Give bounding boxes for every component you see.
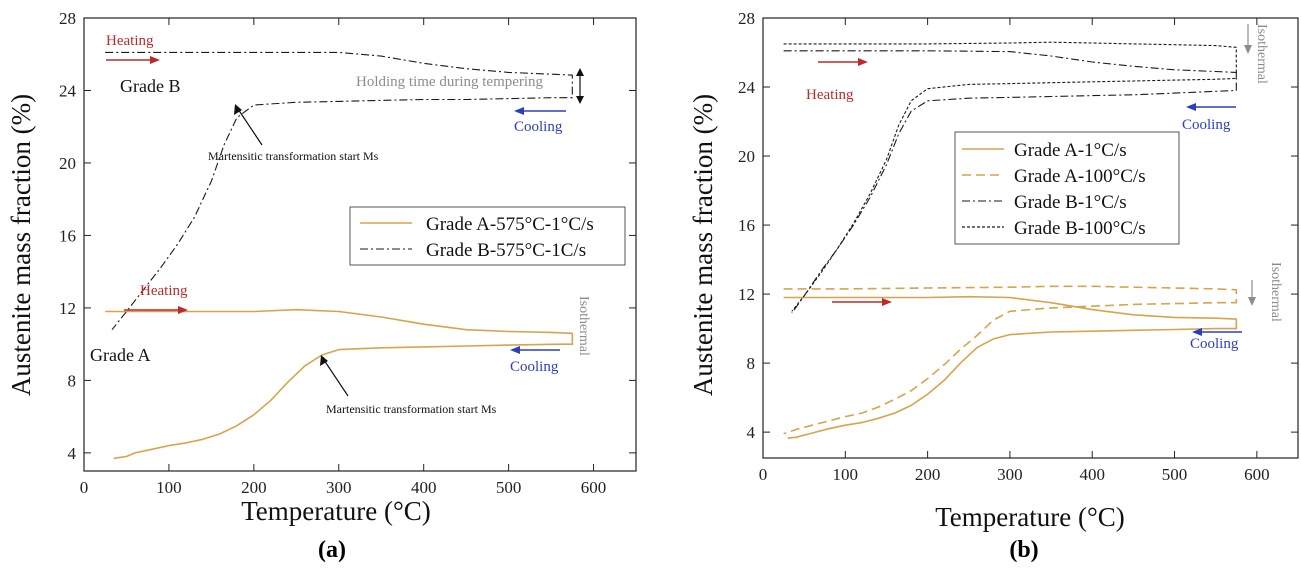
panel-b-cooling-top-label: Cooling [1182,117,1231,133]
panel-a-grade-a-label: Grade A [90,345,150,365]
panel-b-heating-top-arrow [818,58,868,66]
panel-a-cooling-bottom-arrow [510,346,560,354]
panel-a-frame [83,17,637,472]
panel-a-cooling-top-arrow [514,107,566,115]
panel-b-cooling-bottom-label: Cooling [1190,336,1239,352]
panel-a-ms-b-arrow [234,104,263,146]
panel-b-x-tick-label: 0 [759,465,768,484]
panel-b-x-axis-title: Temperature (°C) [935,502,1125,532]
panel-a-y-tick-label: 4 [68,444,77,463]
panel-a-cooling-bottom-label: Cooling [510,359,559,375]
panel-a-x-tick-label: 0 [80,478,89,497]
panel-a-y-tick-label: 28 [59,9,76,28]
panel-b-heating-label: Heating [806,87,854,103]
panel-b-y-tick-label: 16 [738,216,755,235]
panel-a-series-line-1 [105,51,573,331]
panel-a-heating-bottom-arrow [124,306,188,314]
panel-a-y-tick-label: 24 [59,81,77,100]
panel-a-ms-a-label: Martensitic transformation start Ms [326,402,497,416]
panel-a-series [105,51,574,460]
panel-b-series-line-3 [783,41,1237,312]
panel-a-legend-label-grade-b: Grade B-575°C-1C/s [426,240,586,261]
panel-a-ms-a-arrow [320,355,349,397]
panel-a-legend: Grade A-575°C-1°C/s Grade B-575°C-1C/s [349,206,626,266]
panel-a-grade-b-label: Grade B [120,76,180,96]
panel-a-holding-arrow [576,68,584,104]
panel-b-y-tick-label: 20 [738,147,755,166]
panel-b-legend: Grade A-1°C/s Grade A-100°C/s Grade B-1°… [954,131,1180,245]
panel-a-y-axis-title: Austenite mass fraction (%) [6,94,36,396]
panel-b-y-tick-label: 24 [738,78,756,97]
panel-b-legend-label-b1: Grade B-1°C/s [1014,192,1127,213]
panel-a-x-axis-title: Temperature (°C) [241,496,431,526]
panel-a-heating-top-label: Heating [106,33,154,49]
panel-a-holding-label: Holding time during tempering [356,74,544,90]
panel-a-y-tick-label: 20 [59,154,76,173]
panel-a-legend-label-grade-a: Grade A-575°C-1°C/s [426,214,594,235]
panel-b-y-tick-label: 12 [738,285,755,304]
panel-b-y-tick-label: 28 [738,9,755,28]
panel-b-legend-label-a100: Grade A-100°C/s [1014,166,1146,187]
panel-a-cooling-top-label: Cooling [514,119,563,135]
panel-a-heating-top-arrow [106,56,160,64]
panel-b-legend-box [954,131,1180,245]
panel-b-cooling-bottom-arrow [1192,328,1242,336]
panel-b-isothermal-top-label: Isothermal [1254,24,1269,84]
panel-a-y-tick-label: 16 [59,226,76,245]
panel-a-legend-box [349,206,626,266]
panel-b-legend-label-a1: Grade A-1°C/s [1014,140,1127,161]
panel-a-y-ticks: 4 8 12 16 20 24 28 [59,9,636,463]
panel-a-ms-b-label: Martensitic transformation start Ms [208,149,379,163]
panel-b-isothermal-bottom-label: Isothermal [1268,262,1283,322]
panel-b-heating-bottom-arrow [832,298,892,306]
panel-b-y-axis-title: Austenite mass fraction (%) [688,94,718,396]
panel-b-x-tick-label: 600 [1244,465,1270,484]
panel-a-x-ticks: 0 100 200 300 400 500 600 [80,18,607,497]
panel-b-legend-label-b100: Grade B-100°C/s [1014,218,1146,239]
panel-b-isothermal-top-arrow [1244,24,1252,54]
panel-b-x-tick-label: 500 [1162,465,1188,484]
panel-a-x-tick-label: 600 [581,478,607,497]
panel-b-series-line-0 [783,295,1238,439]
panel-b-x-tick-label: 100 [833,465,859,484]
panel-b-x-tick-label: 200 [915,465,941,484]
panel-b-x-tick-label: 400 [1079,465,1105,484]
panel-a-x-tick-label: 400 [411,478,437,497]
panel-a: 0 100 200 300 400 500 600 4 8 12 16 20 24 28 Tempera… [6,9,637,563]
panel-a-y-tick-label: 12 [59,299,76,318]
panel-b-frame [762,17,1299,459]
panel-b-caption: (b) [1009,537,1038,563]
panel-b-x-tick-label: 300 [997,465,1023,484]
panel-b-cooling-top-arrow [1186,103,1236,111]
panel-b-series-line-2 [783,50,1237,314]
panel-b-y-tick-label: 4 [747,423,756,442]
panel-b-series-line-1 [783,285,1238,435]
panel-a-x-tick-label: 200 [241,478,267,497]
panel-b-series [783,41,1238,439]
panel-a-series-line-0 [105,308,574,460]
panel-a-x-tick-label: 500 [496,478,522,497]
panel-b-y-ticks: 4 8 12 16 20 24 28 [738,9,1298,442]
panel-a-heating-bottom-label: Heating [140,283,188,299]
panel-a-caption: (a) [318,537,346,563]
panel-b-y-tick-label: 8 [747,354,756,373]
panel-a-x-tick-label: 300 [326,478,352,497]
panel-b-isothermal-bottom-arrow [1248,280,1256,306]
panel-b: 0 100 200 300 400 500 600 4 8 12 16 20 24 28 Tempera… [688,9,1299,563]
panel-a-isothermal-label: Isothermal [576,296,591,356]
panel-a-x-tick-label: 100 [156,478,182,497]
panel-b-x-ticks: 0 100 200 300 400 500 600 [759,18,1270,484]
panel-a-y-tick-label: 8 [68,371,77,390]
